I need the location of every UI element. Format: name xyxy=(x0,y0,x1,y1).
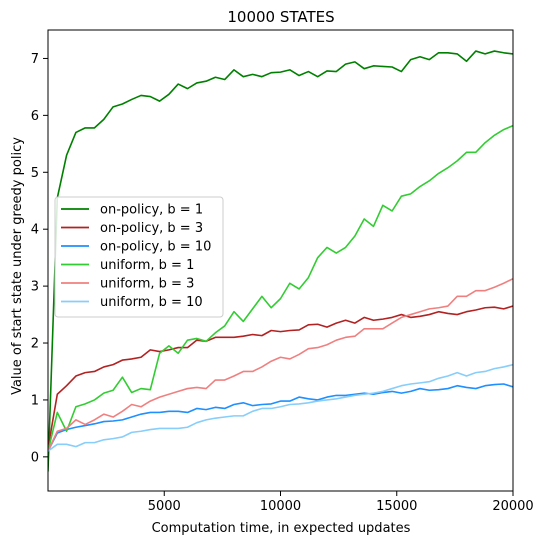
y-tick-label: 6 xyxy=(31,109,39,124)
y-tick-label: 0 xyxy=(31,450,39,465)
x-tick-label: 15000 xyxy=(376,499,417,514)
x-axis-label: Computation time, in expected updates xyxy=(152,521,411,536)
series-line-uniform-b-10 xyxy=(48,363,513,452)
legend: on-policy, b = 1 on-policy, b = 3 on-polic… xyxy=(54,196,224,318)
y-tick-label: 7 xyxy=(31,52,39,67)
legend-label-on-policy-b-1: on-policy, b = 1 xyxy=(100,203,203,218)
legend-label-uniform-b-3: uniform, b = 3 xyxy=(100,277,194,292)
y-tick-label: 1 xyxy=(31,393,39,408)
series-line-uniform-b-1 xyxy=(48,124,513,452)
y-axis-label: Value of start state under greedy policy xyxy=(10,137,25,395)
x-tick-label: 20000 xyxy=(492,499,533,514)
series-line-uniform-b-3 xyxy=(48,277,513,452)
legend-label-on-policy-b-3: on-policy, b = 3 xyxy=(100,221,203,236)
legend-box xyxy=(54,196,224,318)
series-line-on-policy-b-1 xyxy=(48,50,513,472)
legend-label-on-policy-b-10: on-policy, b = 10 xyxy=(100,240,211,255)
y-tick-label: 3 xyxy=(31,280,39,295)
y-tick-label: 2 xyxy=(31,337,39,352)
legend-label-uniform-b-10: uniform, b = 10 xyxy=(100,295,203,310)
y-tick-label: 4 xyxy=(31,223,39,238)
series-line-on-policy-b-10 xyxy=(48,383,513,452)
chart-title: 10000 STATES xyxy=(227,8,334,26)
series-lines xyxy=(48,50,513,472)
series-line-on-policy-b-3 xyxy=(48,305,513,450)
y-tick-label: 5 xyxy=(31,166,39,181)
plot-area: 5000 10000 15000 20000 0 1 2 3 4 5 6 7 on-policy, b … xyxy=(31,29,534,514)
legend-label-uniform-b-1: uniform, b = 1 xyxy=(100,258,194,273)
x-tick-label: 5000 xyxy=(148,499,181,514)
x-tick-label: 10000 xyxy=(260,499,301,514)
